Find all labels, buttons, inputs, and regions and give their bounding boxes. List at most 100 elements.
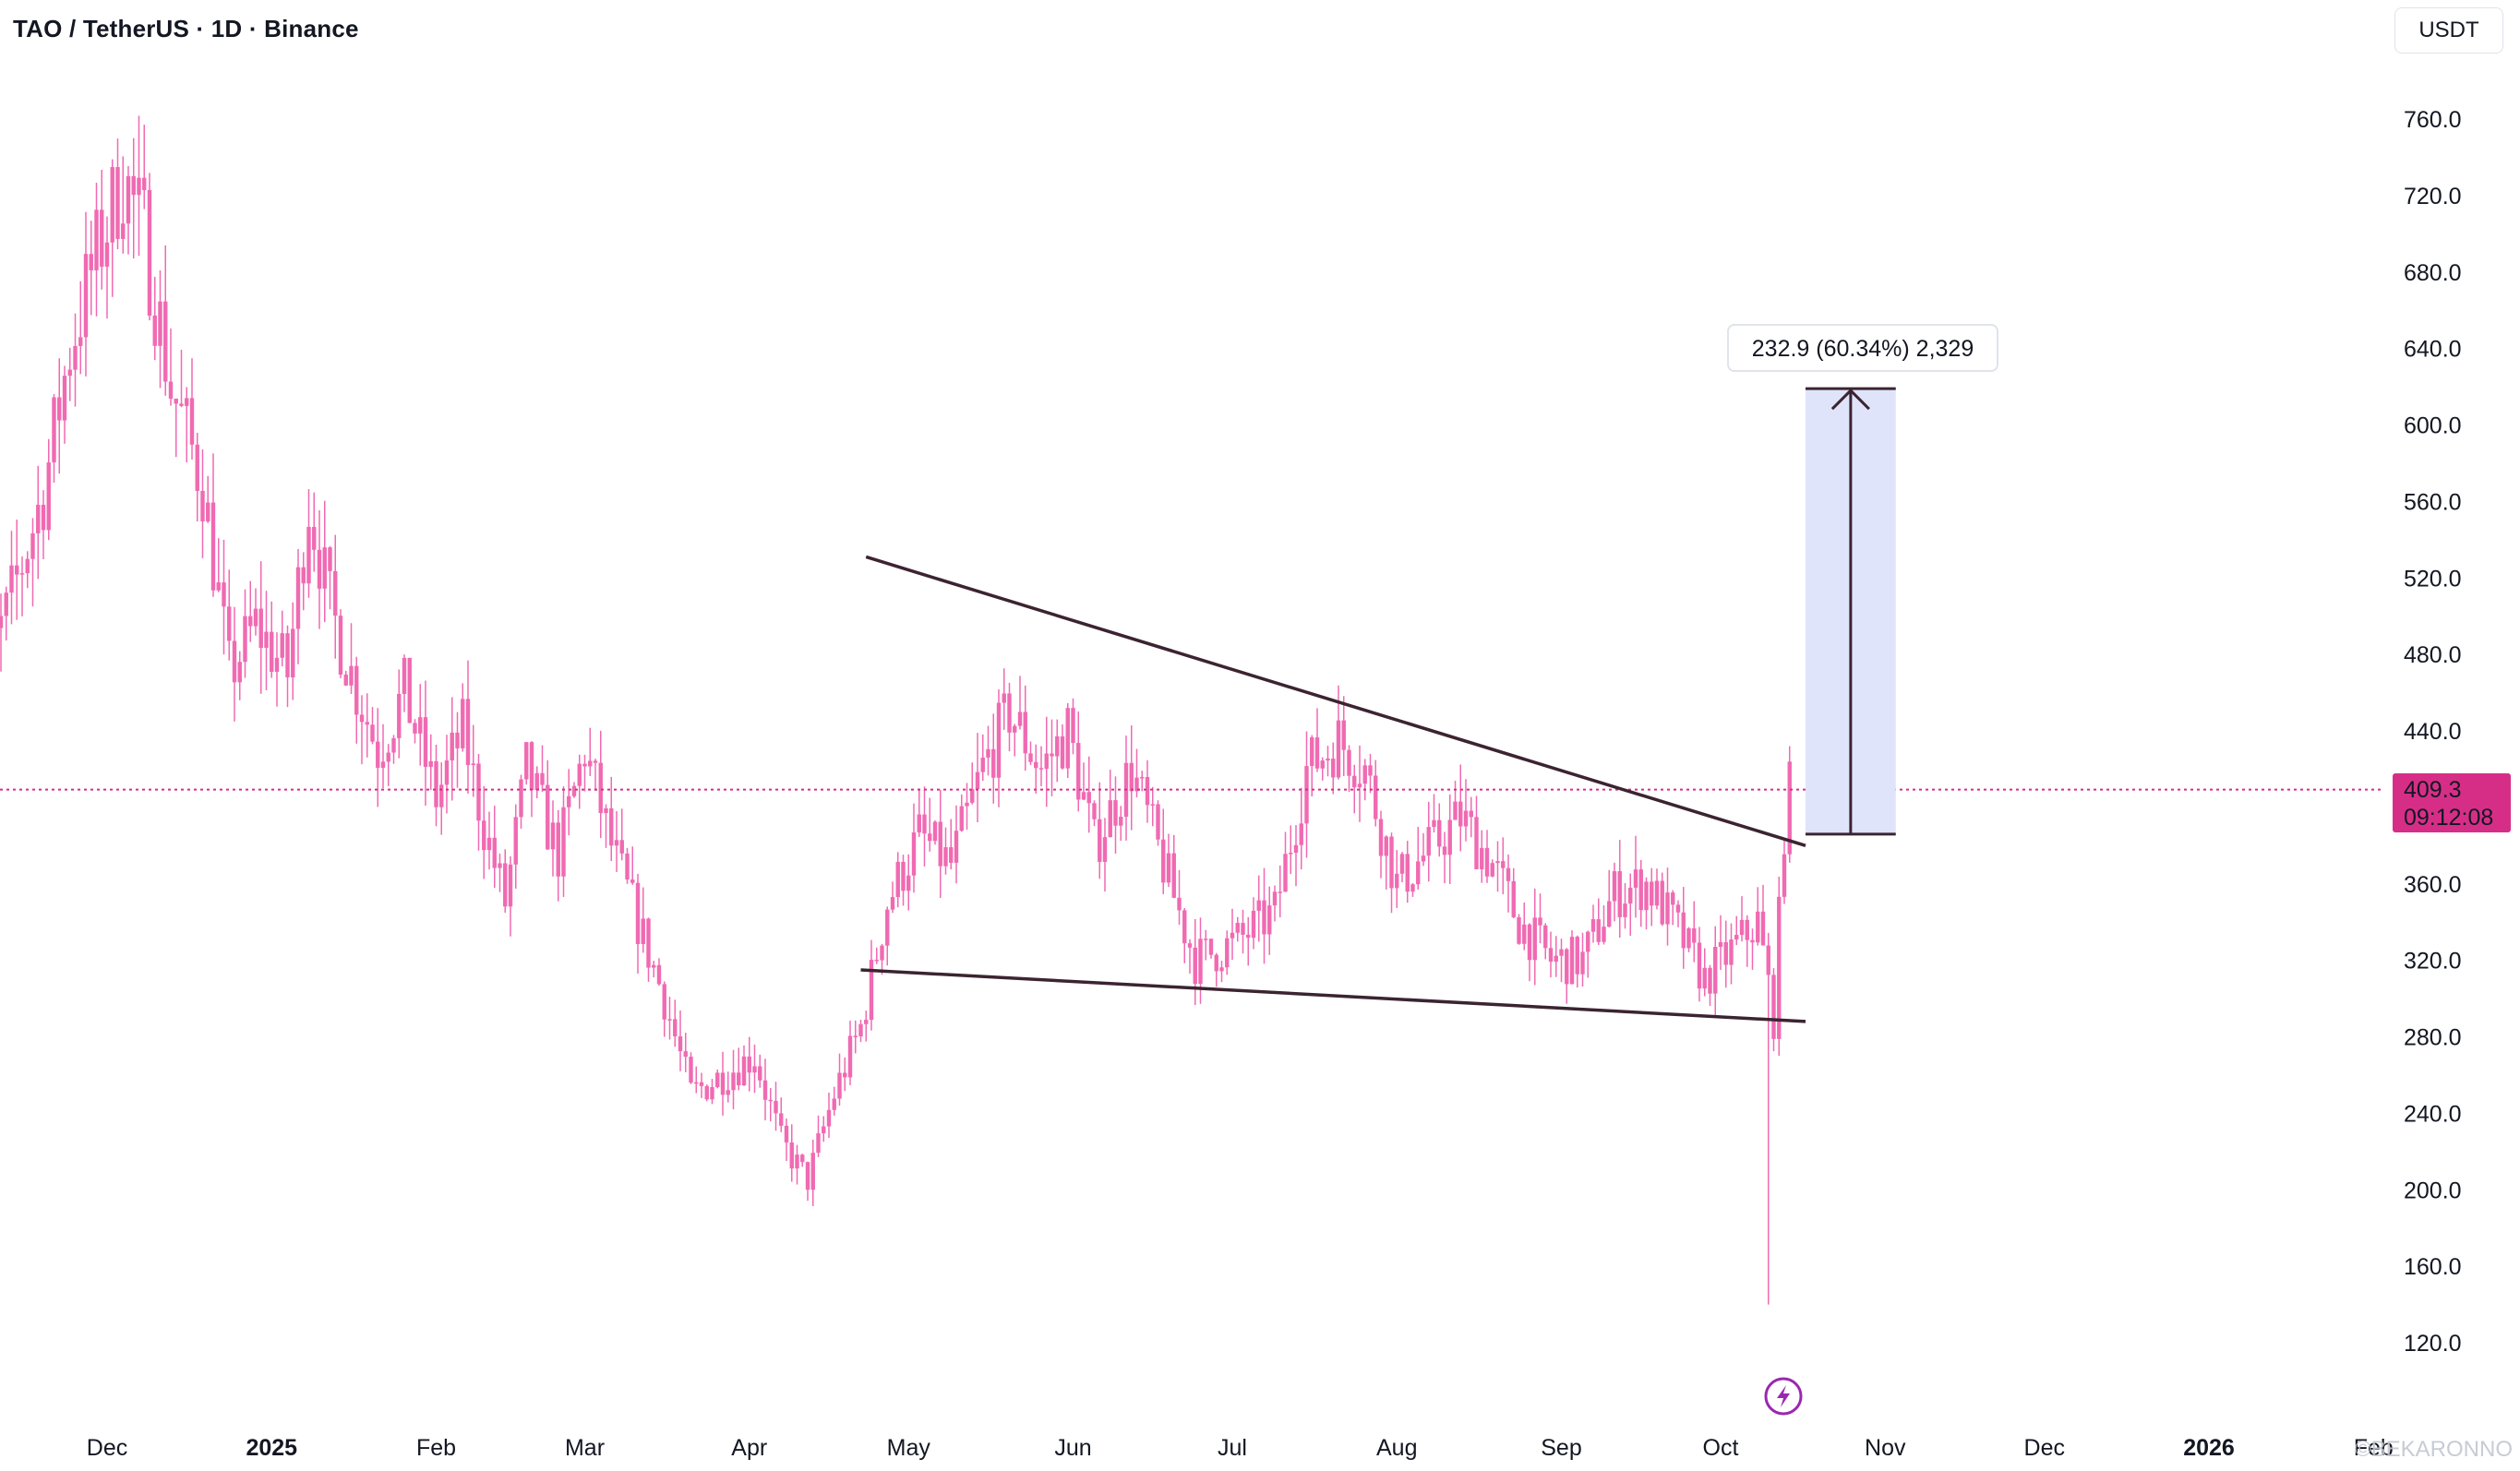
candle-body <box>911 832 917 876</box>
price-axis: 760.0 720.0 680.0 640.0 600.0 560.0 520.0 480.0… <box>2404 107 2462 1357</box>
candle-body <box>46 462 51 531</box>
time-axis: Dec 2025 Feb Mar Apr May Jun Jul Aug Sep Oct Nov Dec… <box>87 1435 2394 1461</box>
candle-body <box>917 814 921 833</box>
candle-body <box>1480 847 1484 869</box>
candle-body <box>1569 937 1575 985</box>
candle-body <box>550 822 556 850</box>
candle-body <box>1644 881 1649 911</box>
candle-body <box>349 665 354 686</box>
candle-body <box>1076 743 1081 800</box>
currency-button[interactable]: USDT <box>2394 7 2503 54</box>
candle-body <box>1565 949 1569 985</box>
candle-body <box>970 789 975 803</box>
symbol-title[interactable]: TAO / TetherUS · 1D · Binance <box>13 15 359 42</box>
candle-body <box>710 1087 714 1100</box>
candle-body <box>1119 817 1123 826</box>
candle-body <box>210 502 216 591</box>
trendline-upper[interactable] <box>865 555 1806 847</box>
candle-body <box>1697 942 1702 989</box>
candle-body <box>800 1154 805 1163</box>
candle-body <box>455 732 460 748</box>
candle-body <box>534 772 539 790</box>
price-tick-label: 640.0 <box>2404 337 2462 363</box>
candle-body <box>423 717 428 767</box>
candle-body <box>62 376 67 421</box>
time-tick-label: Feb <box>416 1435 456 1461</box>
candle-body <box>837 1072 842 1099</box>
lightning-icon[interactable] <box>1764 1377 1803 1416</box>
candle-body <box>376 741 380 768</box>
candle-body <box>885 909 890 946</box>
candle-body <box>1225 938 1230 968</box>
candle-body <box>1086 792 1091 804</box>
time-tick-label: Dec <box>2024 1435 2065 1461</box>
candle-body <box>959 806 964 831</box>
candle-body <box>450 732 454 761</box>
candle-body <box>179 403 184 406</box>
trendline-lower[interactable] <box>860 968 1806 1023</box>
candle-body <box>1278 891 1282 893</box>
candle-body <box>1336 720 1341 778</box>
candle-body <box>1289 853 1293 855</box>
candle-body <box>567 795 571 807</box>
candle-body <box>694 1082 699 1084</box>
candle-body <box>274 657 280 672</box>
candle-body <box>195 444 199 491</box>
candle-body <box>343 674 348 686</box>
candle-body <box>25 558 30 574</box>
candle-body <box>1347 749 1351 776</box>
candle-body <box>94 209 99 270</box>
candle-body <box>1463 810 1469 827</box>
candle-body <box>805 1162 810 1190</box>
candle-body <box>1447 819 1452 855</box>
candle-body <box>1182 910 1187 944</box>
candle-body <box>524 742 529 780</box>
candle-body <box>1304 766 1309 824</box>
candle-body <box>1204 939 1208 940</box>
candle-body <box>1389 836 1394 889</box>
candle-body <box>121 223 126 239</box>
candle-body <box>986 748 990 758</box>
candle-body <box>609 807 614 846</box>
candle-body <box>513 817 518 865</box>
candle-body <box>519 779 523 818</box>
price-tick-label: 160.0 <box>2404 1254 2462 1280</box>
candle-body <box>832 1098 836 1110</box>
candle-body <box>1692 927 1697 943</box>
candle-body <box>1522 924 1527 944</box>
measure-arrowhead <box>1830 389 1870 411</box>
time-tick-label: Mar <box>565 1435 605 1461</box>
price-tag <box>2393 773 2511 832</box>
candle-body <box>131 175 136 196</box>
candle-body <box>89 254 93 270</box>
candle-body <box>752 1066 757 1073</box>
candle-body <box>1331 759 1336 778</box>
candle-body <box>880 945 884 961</box>
candle-body <box>270 631 274 672</box>
candle-body <box>1787 761 1792 855</box>
candle-body <box>1501 861 1506 868</box>
candle-body <box>1484 847 1490 877</box>
candle-body <box>1442 846 1447 855</box>
candle-body <box>222 582 226 607</box>
candle-body <box>1437 819 1442 847</box>
candle-body <box>1374 775 1378 819</box>
candle-body <box>1654 880 1660 906</box>
candle-body <box>1426 827 1431 856</box>
candle-body <box>1602 927 1606 942</box>
candle-body <box>471 763 475 766</box>
candle-body <box>476 763 481 821</box>
candle-body <box>683 1051 688 1058</box>
candle-body <box>928 833 932 842</box>
candle-body <box>758 1066 762 1081</box>
candle-body <box>1739 919 1745 936</box>
candle-body <box>1665 892 1670 925</box>
candle-body <box>1723 941 1728 965</box>
candle-body <box>991 748 996 778</box>
candle-body <box>784 1125 789 1142</box>
candle-body <box>1432 819 1436 828</box>
candle-body <box>1517 916 1521 944</box>
candle-body <box>789 1142 794 1169</box>
candle-body <box>30 532 35 559</box>
